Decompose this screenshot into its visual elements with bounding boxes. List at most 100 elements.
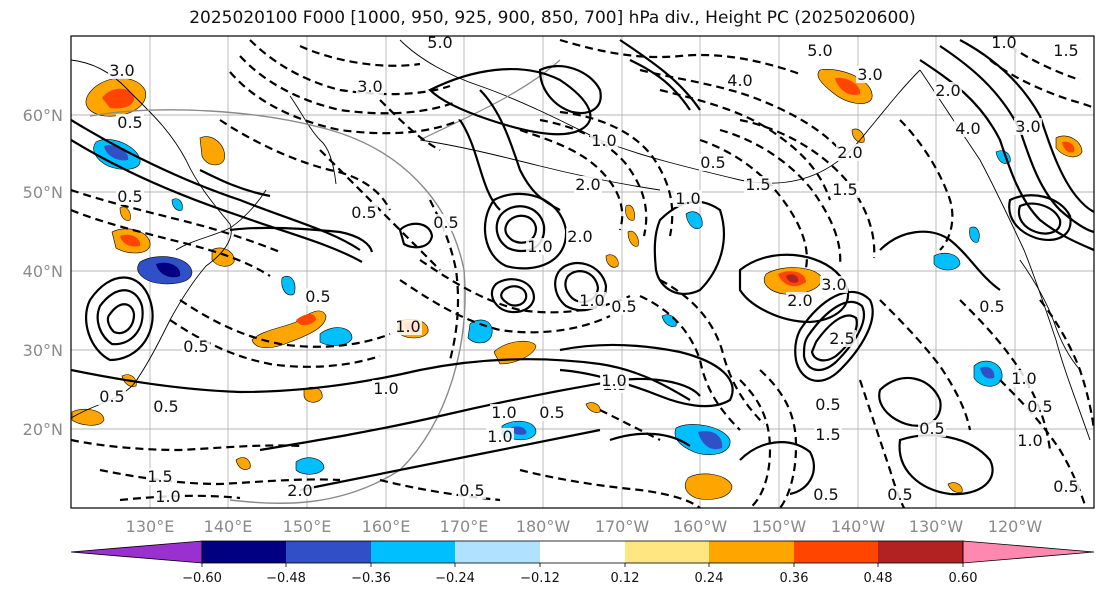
colorbar-outline (201, 540, 964, 564)
reference-circle-arc (419, 59, 561, 141)
colorbar-segment (455, 541, 540, 563)
contour-label-bg (918, 420, 946, 437)
contour-label: 3.0 (357, 77, 382, 96)
shade-patch (685, 211, 703, 229)
contour-label: 1.0 (591, 131, 616, 150)
latitude-label: 60°N (23, 106, 63, 125)
contour-label-bg (566, 228, 594, 245)
contour-label: 0.5 (153, 397, 178, 416)
contour-label: 1.5 (745, 175, 770, 194)
contour-label-bg (674, 190, 702, 207)
shade-patch (605, 254, 619, 268)
contour-label: 0.5 (919, 419, 944, 438)
shade-patch (493, 340, 537, 365)
contour-label-bg (486, 428, 514, 445)
shade-patch (235, 457, 251, 470)
shade-patch (319, 327, 353, 346)
contour-label-bg (350, 204, 378, 221)
shade-patch (295, 457, 325, 475)
colorbar-extend-high (962, 540, 1095, 564)
latitude-labels: 60°N 50°N 40°N 30°N 20°N (23, 106, 63, 439)
shade-patch (933, 252, 961, 271)
shade-patch (120, 234, 141, 247)
contour-label: 0.5 (433, 213, 458, 232)
shade-patch (835, 77, 861, 96)
map-frame (70, 35, 1095, 509)
shade-patch (171, 198, 183, 211)
contour-label: 4.0 (955, 119, 980, 138)
contour-label-bg (1016, 432, 1044, 449)
contour-label-bg (836, 144, 864, 161)
contour-label-bg (458, 482, 486, 499)
shade-patch (119, 206, 131, 221)
contour-label-bg (146, 468, 174, 485)
colorbar-segment (878, 541, 963, 563)
longitude-label: 130°E (126, 517, 175, 536)
shade-patch (585, 402, 601, 413)
colorbar-segment (371, 541, 455, 563)
contour-label: 1.0 (395, 317, 420, 336)
contour-label-bg (831, 181, 859, 198)
contour-label: 0.5 (1053, 477, 1078, 496)
contour-label-bg (814, 396, 842, 413)
contour-label-bg (600, 372, 628, 389)
contour-label: 0.5 (1027, 397, 1052, 416)
contour-label: 1.0 (491, 403, 516, 422)
contour-label: 1.5 (147, 467, 172, 486)
colorbar-tick-label: 0.24 (695, 571, 724, 586)
contour-label: 2.0 (837, 143, 862, 162)
contour-label-bg (934, 82, 962, 99)
shade-patch (199, 136, 225, 166)
contour-label-bg (356, 78, 384, 95)
contour-label: 1.0 (675, 189, 700, 208)
contour-label-bg (590, 132, 618, 149)
contour-label: 1.5 (832, 180, 857, 199)
contour-label-bg (182, 338, 210, 355)
contour-label: 4.0 (727, 71, 752, 90)
shade-patch (625, 204, 635, 221)
shade-patch (627, 230, 639, 247)
contour-label-bg (814, 426, 842, 443)
shade-patch (969, 226, 980, 243)
longitude-label: 150°E (283, 517, 332, 536)
contour-label: 3.0 (821, 275, 846, 294)
colorbar-segment (709, 541, 794, 563)
contour-label: 5.0 (807, 41, 832, 60)
colorbar-segment (625, 541, 709, 563)
contour-label: 2.0 (575, 175, 600, 194)
shade-patch (211, 247, 235, 267)
contour-label: 0.5 (815, 395, 840, 414)
shade-patch (510, 426, 527, 435)
colorbar-segment (202, 541, 286, 563)
latitude-label: 50°N (23, 183, 63, 202)
contour-label-bg (726, 72, 754, 89)
reference-circle (89, 109, 466, 505)
contour-label: 2.0 (787, 291, 812, 310)
shade-patch (684, 473, 733, 500)
colorbar-segment (794, 541, 878, 563)
contour-label: 0.5 (305, 287, 330, 306)
shade-patch (296, 314, 316, 326)
contour-label-bg (1026, 398, 1054, 415)
colorbar-segment (540, 541, 625, 563)
shade-patch (947, 482, 963, 493)
colorbar-tick-label: −0.48 (266, 571, 306, 586)
contour-label: 1.0 (1017, 431, 1042, 450)
contour-label: 0.5 (539, 403, 564, 422)
colorbar-tick-label: −0.60 (182, 571, 222, 586)
shade-patch (281, 275, 296, 296)
colorbar-tick-label: −0.24 (435, 571, 475, 586)
contour-label: 1.0 (373, 379, 398, 398)
contour-label-bg (116, 114, 144, 131)
longitude-label: 130°W (909, 517, 964, 536)
contour-label: 0.5 (117, 187, 142, 206)
contour-label-bg (954, 120, 982, 137)
contour-label: 0.5 (813, 485, 838, 504)
shade-patch (698, 430, 723, 450)
contour-label: 1.5 (815, 425, 840, 444)
latitude-label: 40°N (23, 262, 63, 281)
colorbar-tick-label: −0.36 (351, 571, 391, 586)
contour-label-bg (610, 298, 638, 315)
latitude-label: 20°N (23, 420, 63, 439)
